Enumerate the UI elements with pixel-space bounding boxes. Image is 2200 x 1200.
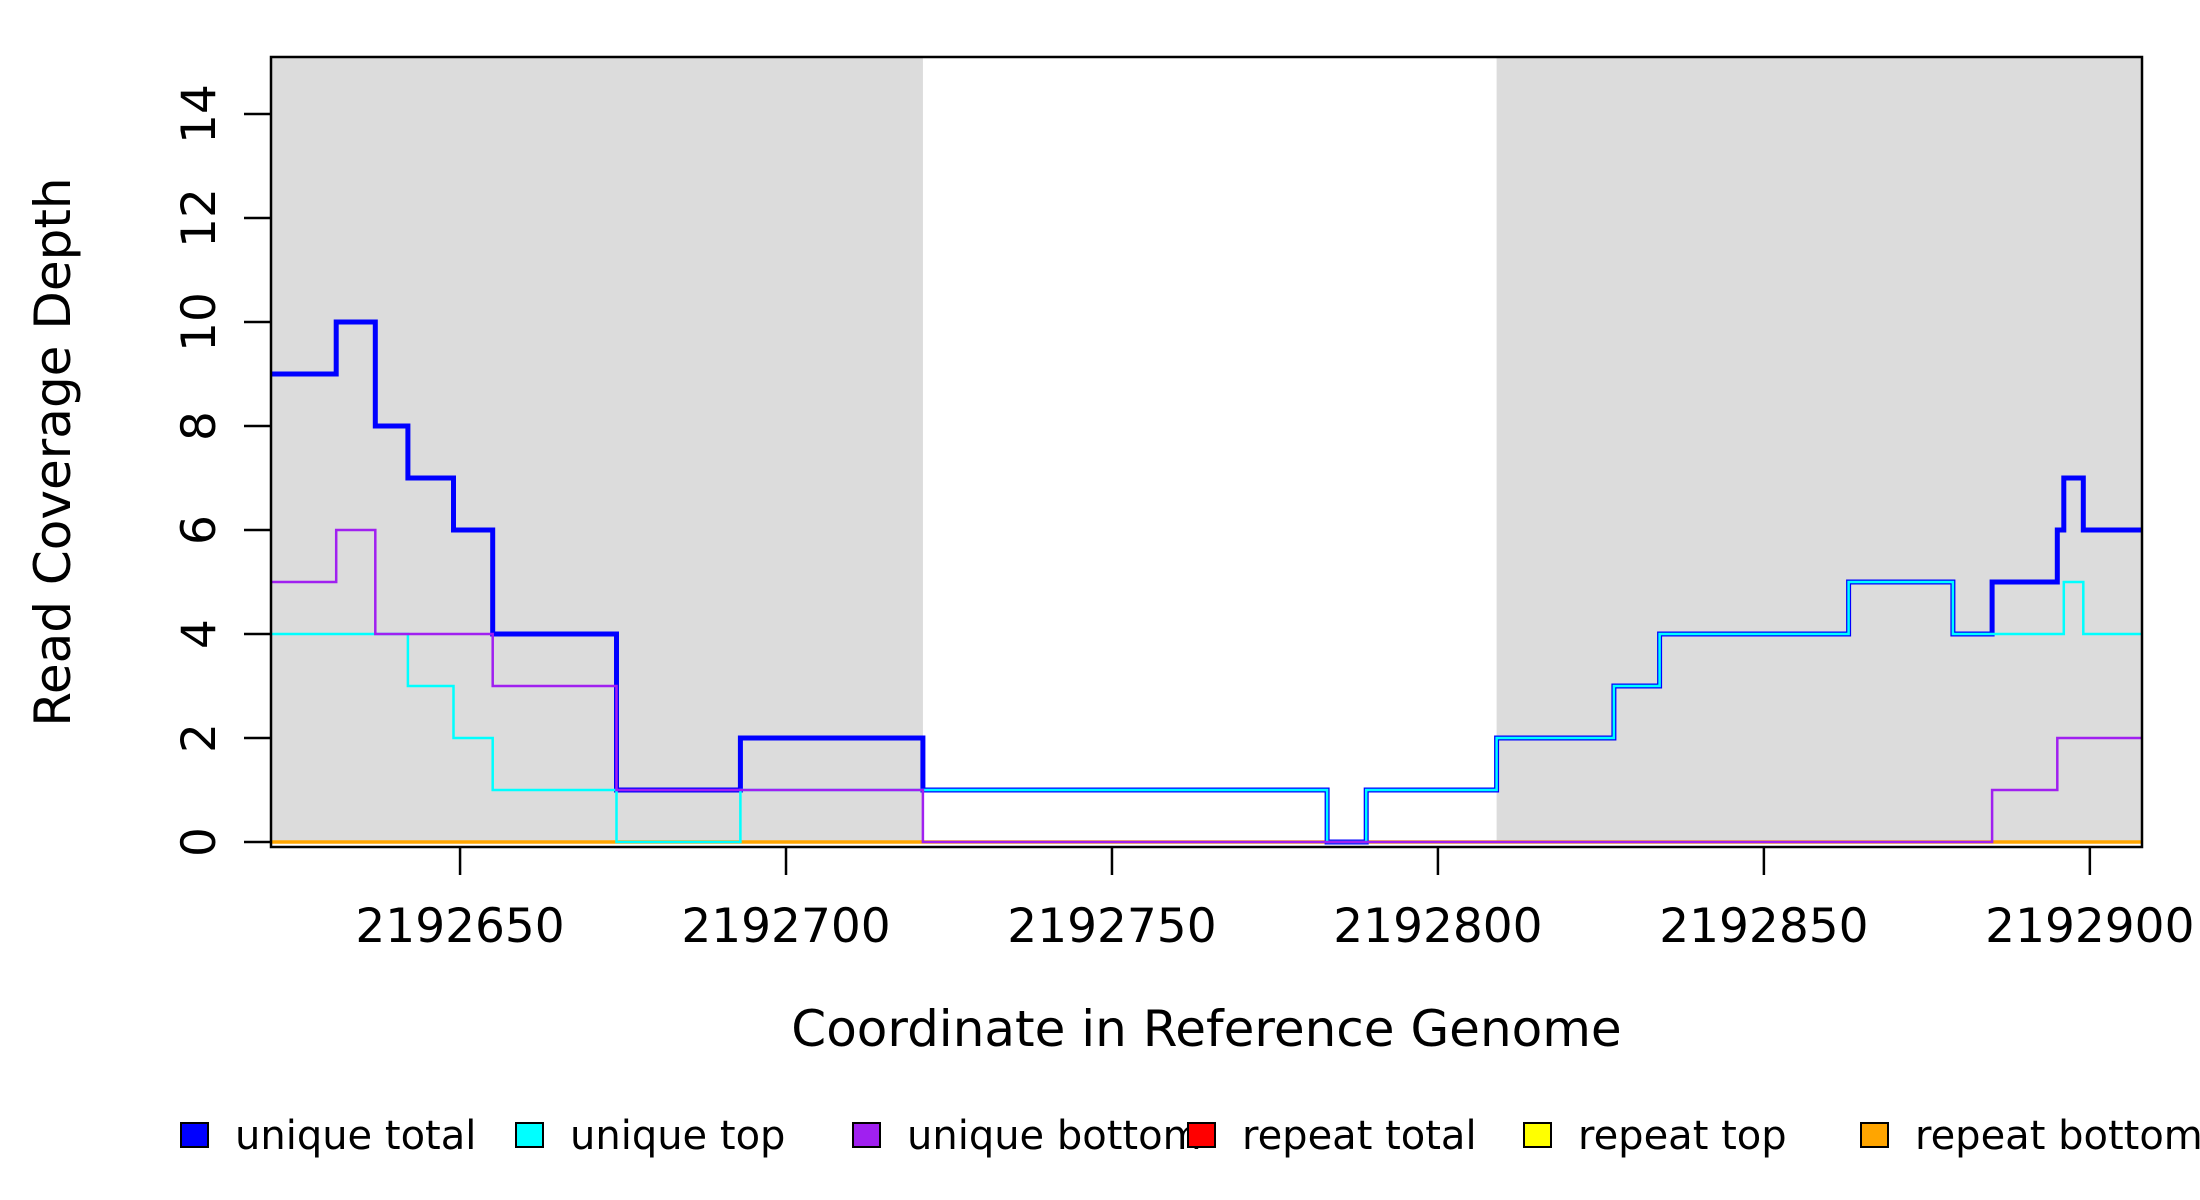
x-tick-label: 2192650 — [355, 899, 564, 954]
legend-item-repeat-top: repeat top — [1523, 1113, 1787, 1159]
y-tick-label: 6 — [172, 515, 227, 545]
legend-item-repeat-bottom: repeat bottom — [1860, 1113, 2200, 1159]
legend-label: repeat top — [1578, 1113, 1787, 1159]
x-tick-label: 2192800 — [1333, 899, 1542, 954]
y-tick-label: 8 — [172, 411, 227, 441]
y-tick-label: 12 — [172, 188, 227, 248]
legend-swatch-unique-bottom — [852, 1122, 881, 1148]
legend-item-repeat-total: repeat total — [1187, 1113, 1477, 1159]
legend-item-unique-top: unique top — [515, 1113, 785, 1159]
y-tick-label: 10 — [172, 292, 227, 352]
y-tick-label: 0 — [172, 827, 227, 857]
legend-swatch-repeat-bottom — [1860, 1122, 1889, 1148]
shaded-region-1 — [1496, 57, 2142, 843]
legend-label: repeat total — [1242, 1113, 1477, 1159]
legend-label: unique top — [570, 1113, 785, 1159]
x-tick-label: 2192900 — [1985, 899, 2194, 954]
legend-label: unique bottom — [907, 1113, 1202, 1159]
series-line-unique-bottom — [271, 528, 2142, 844]
legend-item-unique-total: unique total — [180, 1113, 476, 1159]
x-tick-label: 2192750 — [1007, 899, 1216, 954]
y-tick-label: 14 — [172, 84, 227, 144]
legend-swatch-repeat-total — [1187, 1122, 1216, 1148]
x-tick-label: 2192850 — [1659, 899, 1868, 954]
y-tick-label: 4 — [172, 619, 227, 649]
legend-swatch-repeat-top — [1523, 1122, 1552, 1148]
shaded-region-0 — [271, 57, 923, 843]
x-tick-label: 2192700 — [681, 899, 890, 954]
legend-swatch-unique-total — [180, 1122, 209, 1148]
x-axis-title: Coordinate in Reference Genome — [791, 1000, 1621, 1058]
series-line-unique-top — [271, 580, 2142, 844]
plot-border — [269, 55, 2144, 849]
y-tick-label: 2 — [172, 723, 227, 753]
legend-swatch-unique-top — [515, 1122, 544, 1148]
legend-label: repeat bottom — [1915, 1113, 2200, 1159]
y-axis-title: Read Coverage Depth — [24, 177, 82, 726]
legend-item-unique-bottom: unique bottom — [852, 1113, 1202, 1159]
legend-label: unique total — [235, 1113, 476, 1159]
